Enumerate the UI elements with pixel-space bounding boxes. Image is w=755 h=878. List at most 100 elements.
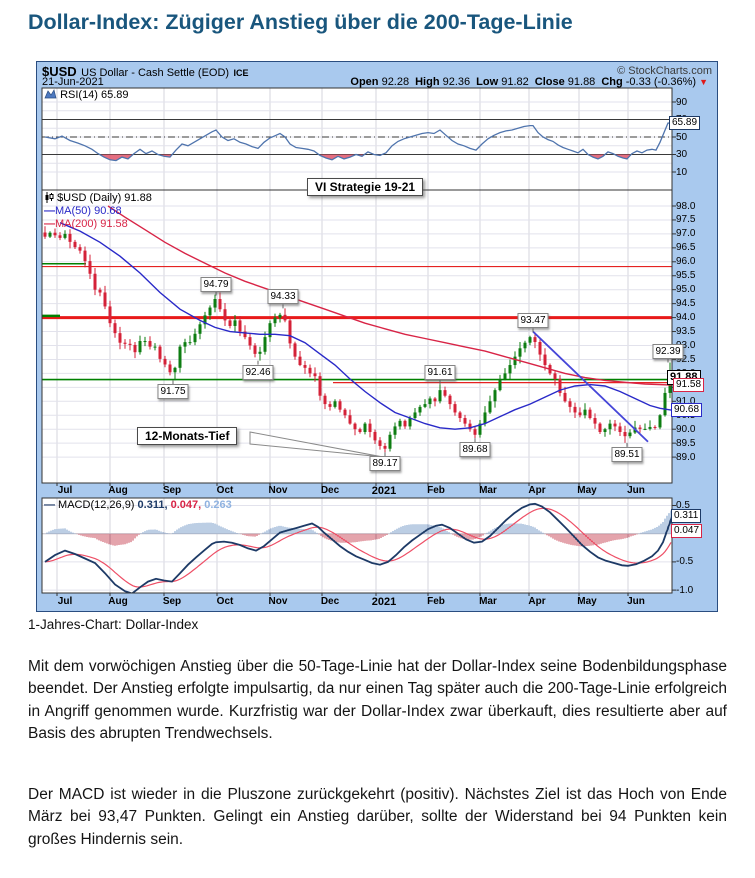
last-value-box: 0.047 bbox=[671, 524, 703, 539]
last-value-box: 0.311 bbox=[671, 509, 702, 524]
month-label: May bbox=[577, 596, 597, 607]
quote-label: Open bbox=[350, 76, 379, 88]
symbol-name: US Dollar - Cash Settle (EOD) bbox=[81, 67, 230, 79]
last-value-box: 65.89 bbox=[669, 116, 701, 131]
change-down-icon: ▼ bbox=[699, 77, 708, 87]
price-legend-row: $USD (Daily) 91.88 bbox=[44, 192, 152, 205]
axis-tick-label: 97.5 bbox=[676, 214, 696, 226]
axis-tick-label: 92.5 bbox=[676, 353, 696, 365]
price-callout: 93.47 bbox=[517, 313, 549, 329]
axis-tick-label: -0.5 bbox=[676, 556, 694, 568]
axis-tick-label: 93.0 bbox=[676, 340, 696, 351]
chart-date: 21-Jun-2021 bbox=[42, 76, 104, 88]
line-sample-icon: — bbox=[44, 218, 55, 230]
price-callout: 89.51 bbox=[611, 446, 643, 462]
axis-tick-label: 95.5 bbox=[676, 270, 696, 282]
month-label: Mar bbox=[479, 596, 497, 607]
month-label: Feb bbox=[427, 596, 445, 607]
month-label: 2021 bbox=[371, 485, 397, 497]
macd-value: 0.311, bbox=[137, 499, 171, 511]
rsi-icon bbox=[44, 89, 57, 99]
axis-tick-label: 50 bbox=[676, 131, 688, 143]
quote-value: 92.36 bbox=[439, 76, 471, 88]
month-label: 2021 bbox=[371, 596, 397, 608]
price-callout: 91.61 bbox=[424, 365, 456, 381]
axis-tick-label: 96.0 bbox=[676, 256, 696, 268]
candlestick-icon bbox=[45, 192, 54, 203]
price-callout: 92.39 bbox=[652, 343, 684, 359]
price-legend-row: —MA(200) 91.58 bbox=[44, 218, 152, 231]
month-label: Jul bbox=[57, 485, 73, 496]
axis-tick-label: 94.0 bbox=[676, 312, 696, 324]
quote-value: 92.28 bbox=[378, 76, 410, 88]
line-sample-icon: — bbox=[44, 499, 55, 511]
axis-tick-label: 94.5 bbox=[676, 298, 696, 310]
month-label: Aug bbox=[108, 485, 128, 496]
month-label: Oct bbox=[216, 485, 234, 496]
copyright: © StockCharts.com bbox=[617, 65, 712, 77]
twelve-month-low-note-box: 12-Monats-Tief bbox=[137, 427, 238, 445]
price-legend-row: —MA(50) 90.68 bbox=[44, 205, 152, 218]
last-value-box: 91.58 bbox=[673, 378, 705, 393]
line-sample-icon: — bbox=[44, 205, 55, 217]
macd-legend-label: MACD(12,26,9) bbox=[55, 499, 138, 511]
month-label: Sep bbox=[162, 596, 182, 607]
last-value-box: 90.68 bbox=[671, 403, 703, 418]
quote-value: 91.82 bbox=[498, 76, 529, 88]
quote-label: Low bbox=[476, 76, 499, 88]
price-callout: 89.68 bbox=[459, 442, 491, 458]
axis-tick-label: -1.0 bbox=[676, 584, 694, 596]
axis-tick-label: 98.0 bbox=[676, 200, 696, 212]
quote-value: 91.88 bbox=[564, 76, 596, 88]
axis-tick-label: 90 bbox=[676, 96, 688, 108]
price-callout: 92.46 bbox=[242, 364, 274, 380]
quote-value: -0.33 (-0.36%) bbox=[622, 76, 697, 88]
axis-tick-label: 96.5 bbox=[676, 242, 696, 254]
month-label: May bbox=[577, 485, 597, 496]
month-label: Jul bbox=[57, 596, 73, 607]
axis-tick-label: 93.5 bbox=[676, 326, 696, 338]
month-label: Dec bbox=[320, 596, 340, 607]
axis-tick-label: 95.0 bbox=[676, 284, 696, 296]
paragraph-1: Mit dem vorwöchigen Anstieg über die 50-… bbox=[28, 658, 727, 743]
axis-tick-label: 30 bbox=[676, 149, 688, 160]
quote-label: Close bbox=[534, 76, 565, 88]
axis-tick-label: 0.5 bbox=[676, 500, 690, 511]
price-legend-label: $USD (Daily) 91.88 bbox=[57, 192, 152, 204]
rsi-legend-label: RSI(14) 65.89 bbox=[60, 89, 129, 101]
month-label: Apr bbox=[528, 485, 546, 496]
chart-header: $USD US Dollar - Cash Settle (EOD) ICE bbox=[42, 63, 249, 81]
chart-caption: 1-Jahres-Chart: Dollar-Index bbox=[28, 617, 199, 632]
month-label: Sep bbox=[162, 485, 182, 496]
month-label: Nov bbox=[268, 596, 288, 607]
price-callout: 94.33 bbox=[267, 289, 299, 305]
stockchart: $USD US Dollar - Cash Settle (EOD) ICE ©… bbox=[36, 61, 718, 612]
month-label: Mar bbox=[479, 485, 497, 496]
price-callout: 89.17 bbox=[369, 456, 401, 472]
ohlc-quote-row: Open 92.28 High 92.36 Low 91.82 Close 91.88… bbox=[344, 76, 708, 88]
axis-tick-label: 89.5 bbox=[676, 437, 696, 449]
chart-canvas bbox=[36, 61, 718, 612]
month-label: Feb bbox=[427, 485, 445, 496]
price-legend-label: MA(200) 91.58 bbox=[55, 218, 128, 230]
axis-tick-label: 10 bbox=[676, 166, 688, 178]
price-legend-label: MA(50) 90.68 bbox=[55, 205, 122, 217]
month-label: Jun bbox=[627, 485, 645, 496]
month-label: Apr bbox=[528, 596, 546, 607]
axis-tick-label: 97.0 bbox=[676, 228, 696, 240]
axis-tick-label: 89.0 bbox=[676, 451, 696, 463]
quote-label: Chg bbox=[601, 76, 623, 88]
quote-label: High bbox=[415, 76, 440, 88]
price-callout: 91.75 bbox=[157, 384, 189, 400]
macd-legend: — MACD(12,26,9) 0.311, 0.047, 0.263 bbox=[44, 499, 232, 511]
month-label: Oct bbox=[216, 596, 234, 607]
month-label: Nov bbox=[268, 485, 288, 496]
axis-tick-label: 90.0 bbox=[676, 423, 696, 435]
rsi-legend: RSI(14) 65.89 bbox=[44, 89, 129, 101]
macd-value: 0.047, bbox=[170, 499, 205, 511]
price-legend: $USD (Daily) 91.88 —MA(50) 90.68 —MA(200) … bbox=[44, 192, 152, 231]
price-callout: 94.79 bbox=[200, 276, 232, 292]
macd-value: 0.263 bbox=[204, 499, 232, 511]
axis-tick-label: 91.0 bbox=[676, 395, 696, 407]
exchange: ICE bbox=[233, 68, 249, 78]
